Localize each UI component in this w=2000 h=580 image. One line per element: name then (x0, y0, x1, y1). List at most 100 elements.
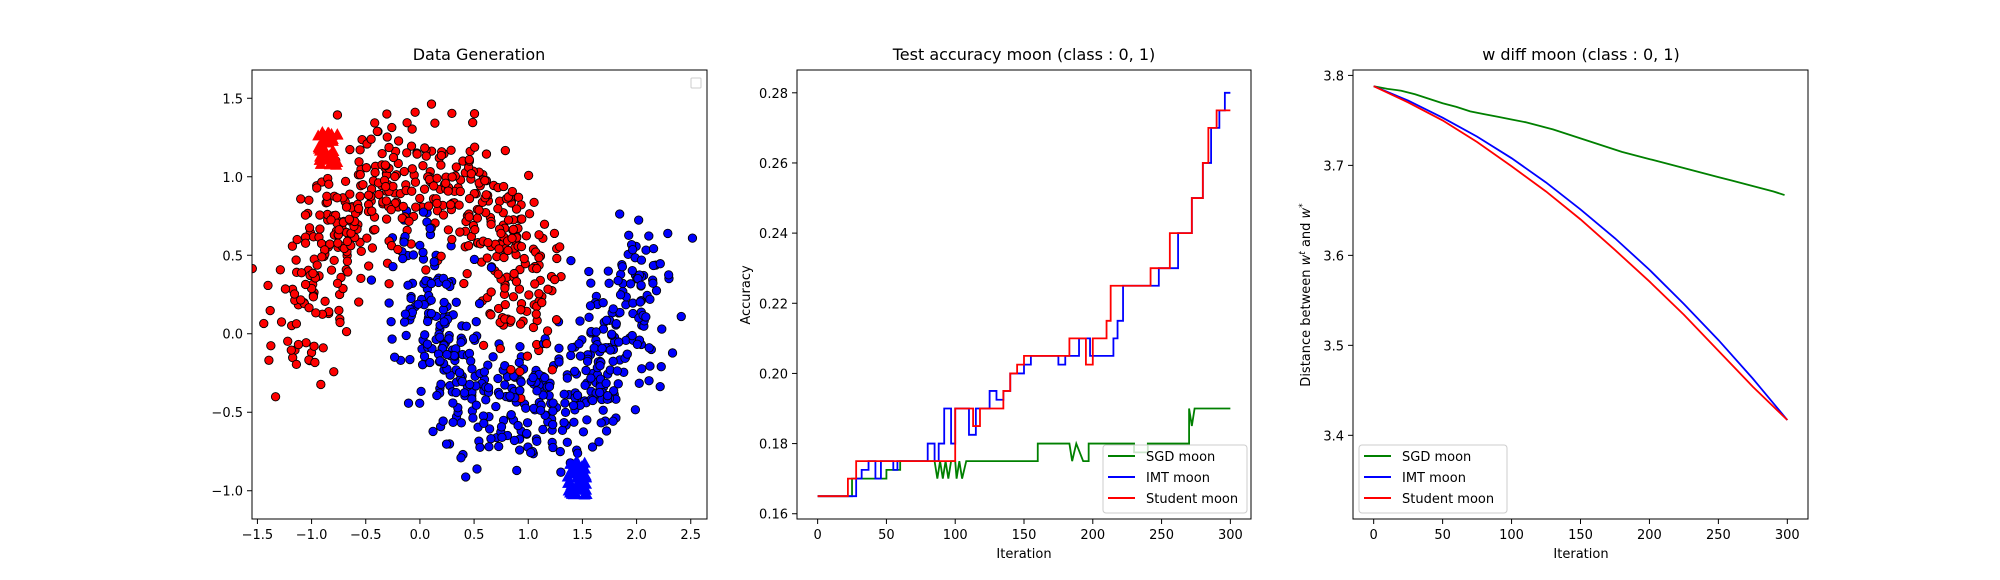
class-1-point (589, 343, 599, 353)
class-0-point (495, 343, 505, 354)
class-0-point (332, 193, 342, 203)
class-1-point (555, 446, 565, 457)
class-0-point (356, 273, 366, 283)
class-1-point (388, 262, 398, 272)
class-1-point (399, 317, 410, 327)
class-1-point (586, 278, 596, 288)
class-0-point (483, 237, 493, 248)
class-0-point (436, 251, 446, 261)
class-1-point (644, 231, 654, 241)
class-1-point (578, 427, 589, 437)
class-0-point (292, 234, 302, 245)
class-0-point (329, 367, 339, 377)
class-0-point (280, 284, 291, 294)
class-0-point (342, 256, 353, 266)
class-0-point (451, 162, 461, 172)
class-0-point (335, 317, 345, 328)
class-0-point (524, 209, 535, 219)
class-1-point (575, 351, 586, 361)
class-0-point (367, 243, 378, 253)
class-0-point (382, 109, 392, 119)
class-1-point (562, 437, 572, 447)
class-0-point (304, 195, 314, 205)
class-0-point (393, 244, 403, 255)
class-0-point (301, 338, 311, 348)
class-0-point (534, 252, 544, 263)
class-0-point (353, 203, 364, 214)
class-0-point (517, 214, 527, 224)
class-1-point (566, 350, 576, 361)
class-0-point (455, 186, 465, 197)
class-0-point (486, 219, 496, 230)
class-1-point (641, 312, 651, 322)
class-0-triangle (331, 128, 344, 140)
x-tick-label: 100 (1499, 528, 1524, 543)
class-1-point (569, 417, 579, 427)
class-1-point (627, 330, 637, 341)
class-1-point (415, 398, 425, 408)
y-tick-label: 0.28 (759, 87, 788, 102)
class-1-point (425, 357, 435, 368)
class-0-point (358, 179, 368, 190)
class-0-point (374, 189, 384, 200)
class-0-point (344, 214, 354, 224)
class-1-point (656, 362, 666, 372)
class-0-point (334, 225, 344, 235)
class-1-point (497, 432, 507, 443)
class-0-point (445, 200, 456, 210)
x-tick-label: 1.0 (518, 528, 539, 543)
class-1-point (601, 315, 612, 325)
class-0-point (264, 355, 274, 365)
class-0-point (311, 308, 321, 318)
panel-title: Test accuracy moon (class : 0, 1) (892, 45, 1156, 64)
class-1-point (627, 265, 637, 276)
class-0-point (382, 132, 392, 142)
class-0-point (384, 142, 394, 153)
class-0-point (345, 189, 355, 199)
x-tick-label: 200 (1637, 528, 1662, 543)
class-0-point (443, 225, 454, 235)
class-1-point (615, 209, 625, 219)
class-0-point (509, 268, 519, 279)
class-1-point (521, 403, 531, 413)
class-0-point (363, 190, 374, 200)
x-tick-label: 50 (878, 528, 895, 543)
class-1-point (584, 312, 594, 322)
class-0-point (275, 265, 285, 275)
class-1-point (456, 337, 466, 348)
class-0-point (530, 279, 540, 289)
class-0-point (312, 260, 322, 270)
class-0-point (498, 181, 509, 192)
class-1-point (560, 407, 571, 418)
axes-frame (251, 69, 708, 520)
y-tick-label: 0.16 (759, 508, 788, 523)
class-1-point (418, 247, 428, 258)
class-1-point (426, 308, 436, 319)
empty-legend (690, 77, 702, 89)
class-0-point (265, 305, 275, 316)
class-0-point (309, 341, 319, 351)
class-0-point (402, 148, 412, 158)
class-1-point (608, 416, 618, 426)
class-0-point (537, 297, 547, 308)
class-0-point (322, 191, 332, 201)
class-1-point (456, 453, 466, 463)
class-0-point (429, 181, 439, 191)
class-1-point (467, 364, 477, 374)
class-0-point (343, 267, 353, 277)
class-0-point (276, 317, 287, 327)
class-1-point (625, 279, 636, 289)
class-0-triangle (319, 131, 332, 143)
class-0-point (464, 193, 475, 204)
class-0-point (506, 315, 516, 325)
class-1-point (496, 422, 507, 432)
class-1-point (413, 299, 423, 309)
class-0-point (399, 166, 409, 177)
class-0-point (316, 379, 326, 390)
class-1-point (687, 233, 698, 243)
class-1-point (538, 424, 548, 435)
class-1-point (426, 278, 436, 289)
class-1-point (613, 379, 623, 389)
class-1-point (403, 280, 413, 290)
class-1-point (514, 357, 524, 368)
